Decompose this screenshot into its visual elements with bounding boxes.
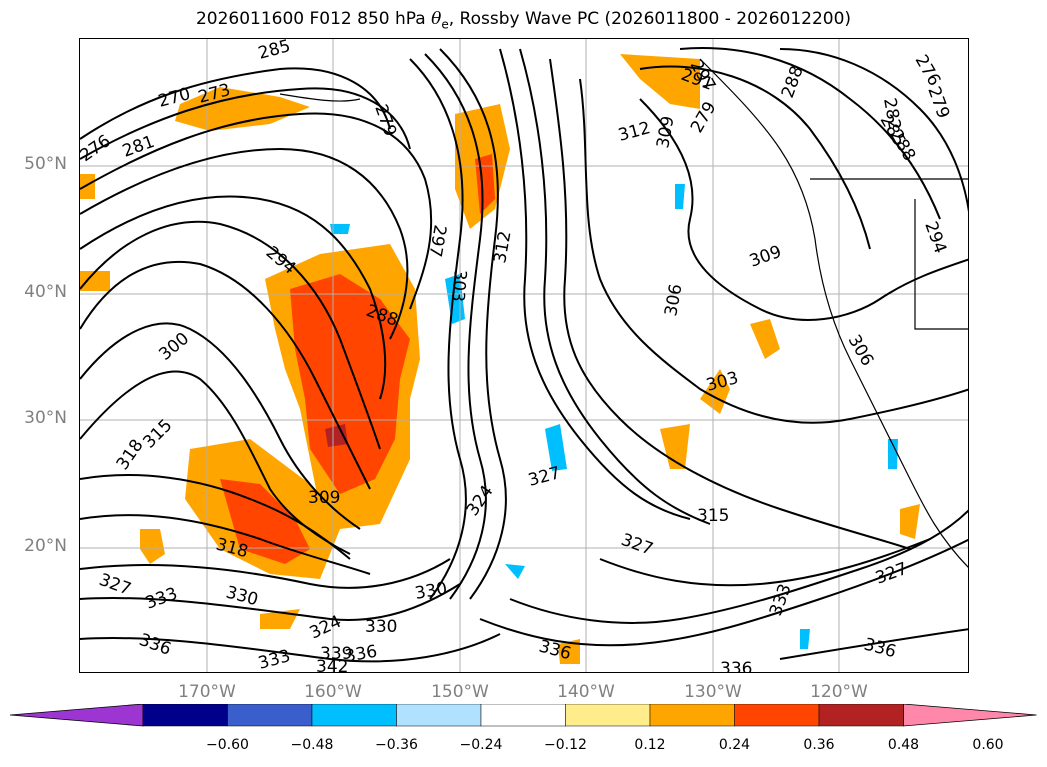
colorbar-tick-label: −0.48: [290, 737, 334, 753]
colorbar-extend-right: [903, 703, 1037, 727]
colorbar-tick-label: 0.36: [803, 737, 835, 753]
contour-label: 339: [320, 644, 352, 664]
colorbar: [9, 703, 1037, 738]
contour-labels: 285 270 273 279 276 281 294 288 297 303 …: [80, 39, 953, 673]
positive-anomaly-region: [558, 639, 580, 664]
contour-label: 312: [616, 118, 653, 146]
contour-label: 306: [844, 332, 878, 370]
contour-label: 309: [653, 114, 678, 149]
contour-label: 336: [862, 635, 899, 663]
map-title: 2026011600 F012 850 hPa θe, Rossby Wave …: [0, 9, 1047, 31]
contour-label: 324: [463, 482, 498, 520]
lat-label-40n: 40°N: [24, 282, 67, 302]
negative-anomaly-region: [505, 564, 525, 579]
lat-label-20n: 20°N: [24, 536, 67, 556]
contour-label: 285: [256, 39, 293, 64]
lon-label-140w: 140°W: [557, 682, 615, 702]
lat-label-30n: 30°N: [24, 408, 67, 428]
colorbar-tick-label: 0.48: [887, 737, 920, 753]
contour-label: 330: [413, 579, 448, 604]
colorbar-tick-label: −0.12: [544, 737, 587, 753]
positive-anomaly-region: [750, 319, 780, 359]
colorbar-cell: [227, 703, 313, 727]
contour-label: 312: [490, 229, 515, 264]
contour-label: 306: [661, 282, 686, 317]
colorbar-cell: [311, 703, 397, 727]
contour-label: 288: [778, 63, 808, 100]
colorbar-cell: [818, 703, 904, 727]
positive-anomaly-region: [900, 504, 920, 539]
positive-anomaly-region: [290, 274, 410, 494]
contour-label: 300: [155, 329, 193, 365]
contour-label: 327: [96, 570, 133, 600]
contour-label: 279: [370, 102, 400, 139]
lon-label-170w: 170°W: [178, 682, 236, 702]
contour-label: 294: [920, 219, 950, 256]
negative-anomaly-region: [330, 224, 350, 234]
colorbar-tick-label: 0.12: [634, 737, 666, 753]
colorbar-tick-label: −0.60: [206, 737, 249, 753]
contour-label: 303: [447, 269, 470, 303]
lon-label-150w: 150°W: [431, 682, 489, 702]
positive-anomaly-region: [220, 479, 310, 564]
lon-label-130w: 130°W: [684, 682, 742, 702]
contour-label: 315: [697, 506, 729, 526]
contour-label: 279: [923, 84, 953, 121]
title-suffix: , Rossby Wave PC (2026011800 - 202601220…: [448, 9, 852, 29]
colorbar-cell: [734, 703, 820, 727]
title-prefix: 2026011600 F012 850 hPa: [195, 9, 432, 29]
coastlines: [279, 58, 968, 568]
contour-label: 333: [766, 581, 796, 618]
contour-label: 309: [308, 488, 340, 508]
lon-label-160w: 160°W: [304, 682, 362, 702]
negative-anomaly-region: [675, 184, 685, 209]
contour-label: 330: [365, 617, 397, 637]
lon-label-120w: 120°W: [810, 682, 868, 702]
lat-label-50n: 50°N: [24, 154, 67, 174]
colorbar-tick-label: −0.36: [375, 737, 418, 753]
contour-label: 336: [343, 642, 378, 667]
colorbar-cell: [142, 703, 228, 727]
colorbar-cell: [480, 703, 566, 727]
contour-label: 327: [526, 463, 563, 491]
contour-label: 336: [537, 637, 574, 665]
positive-anomaly-region: [80, 271, 110, 291]
positive-anomaly-region: [325, 424, 348, 447]
contour-label: 342: [316, 657, 348, 673]
title-subscript: e: [441, 17, 449, 32]
colorbar-extend-left: [9, 703, 144, 727]
colorbar-tick-label: −0.24: [459, 737, 503, 753]
contour-label: 336: [136, 630, 173, 660]
positive-anomaly-region: [80, 174, 95, 199]
map-panel: 285 270 273 279 276 281 294 288 297 303 …: [79, 38, 969, 673]
colorbar-cell: [565, 703, 651, 727]
positive-anomaly-region: [620, 54, 700, 109]
map-svg: 285 270 273 279 276 281 294 288 297 303 …: [80, 39, 968, 673]
contour-label: 327: [618, 530, 655, 560]
colorbar-tick-label: 0.24: [718, 737, 751, 753]
anomaly-shading: [80, 54, 920, 664]
negative-anomaly-region: [800, 629, 810, 649]
colorbar-svg: [9, 703, 1037, 727]
contour-label: 333: [143, 584, 180, 614]
colorbar-tick-label: 0.60: [972, 737, 1004, 753]
colorbar-cell: [396, 703, 482, 727]
contour-label: 336: [720, 659, 752, 673]
positive-anomaly-region: [175, 87, 310, 131]
title-theta-symbol: θ: [431, 9, 442, 29]
negative-anomaly-region: [888, 439, 898, 469]
negative-anomaly-region: [545, 424, 567, 471]
contour-label: 303: [704, 368, 741, 396]
positive-anomaly-region: [700, 369, 730, 414]
contour-label: 297: [424, 223, 449, 258]
positive-anomaly-region: [140, 529, 165, 564]
theta-e-contours: [80, 47, 968, 663]
colorbar-cells: [9, 703, 1037, 727]
colorbar-cell: [649, 703, 735, 727]
contour-label: 309: [747, 242, 784, 272]
